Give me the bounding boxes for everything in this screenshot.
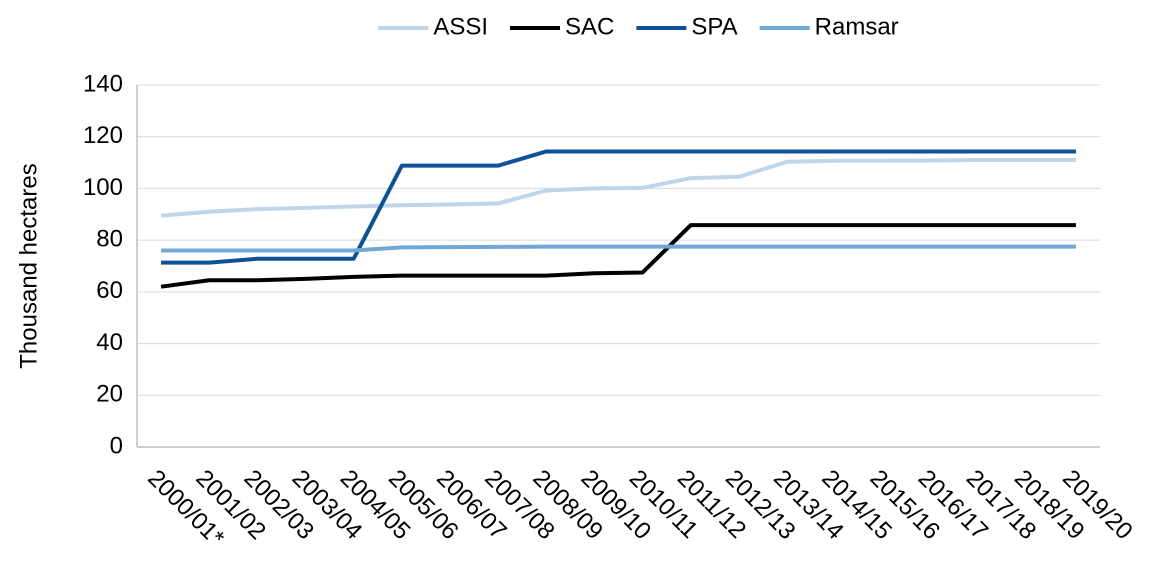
series-line (161, 244, 1076, 253)
y-tick-label: 40 (96, 329, 123, 356)
y-tick-label: 20 (96, 381, 123, 408)
series-line (160, 157, 1076, 218)
series-line (160, 223, 1076, 289)
y-tick-label: 120 (83, 122, 123, 149)
y-tick-label: 60 (96, 277, 123, 304)
y-axis-title: Thousand hectares (15, 163, 42, 368)
y-tick-label: 0 (110, 432, 123, 459)
y-tick-label: 100 (83, 174, 123, 201)
legend-label: SAC (565, 13, 614, 40)
legend-label: Ramsar (815, 13, 899, 40)
series-line (161, 149, 1076, 265)
legend-label: SPA (691, 13, 737, 40)
y-tick-label: 80 (96, 225, 123, 252)
legend-label: ASSI (433, 13, 488, 40)
y-tick-label: 140 (83, 70, 123, 97)
